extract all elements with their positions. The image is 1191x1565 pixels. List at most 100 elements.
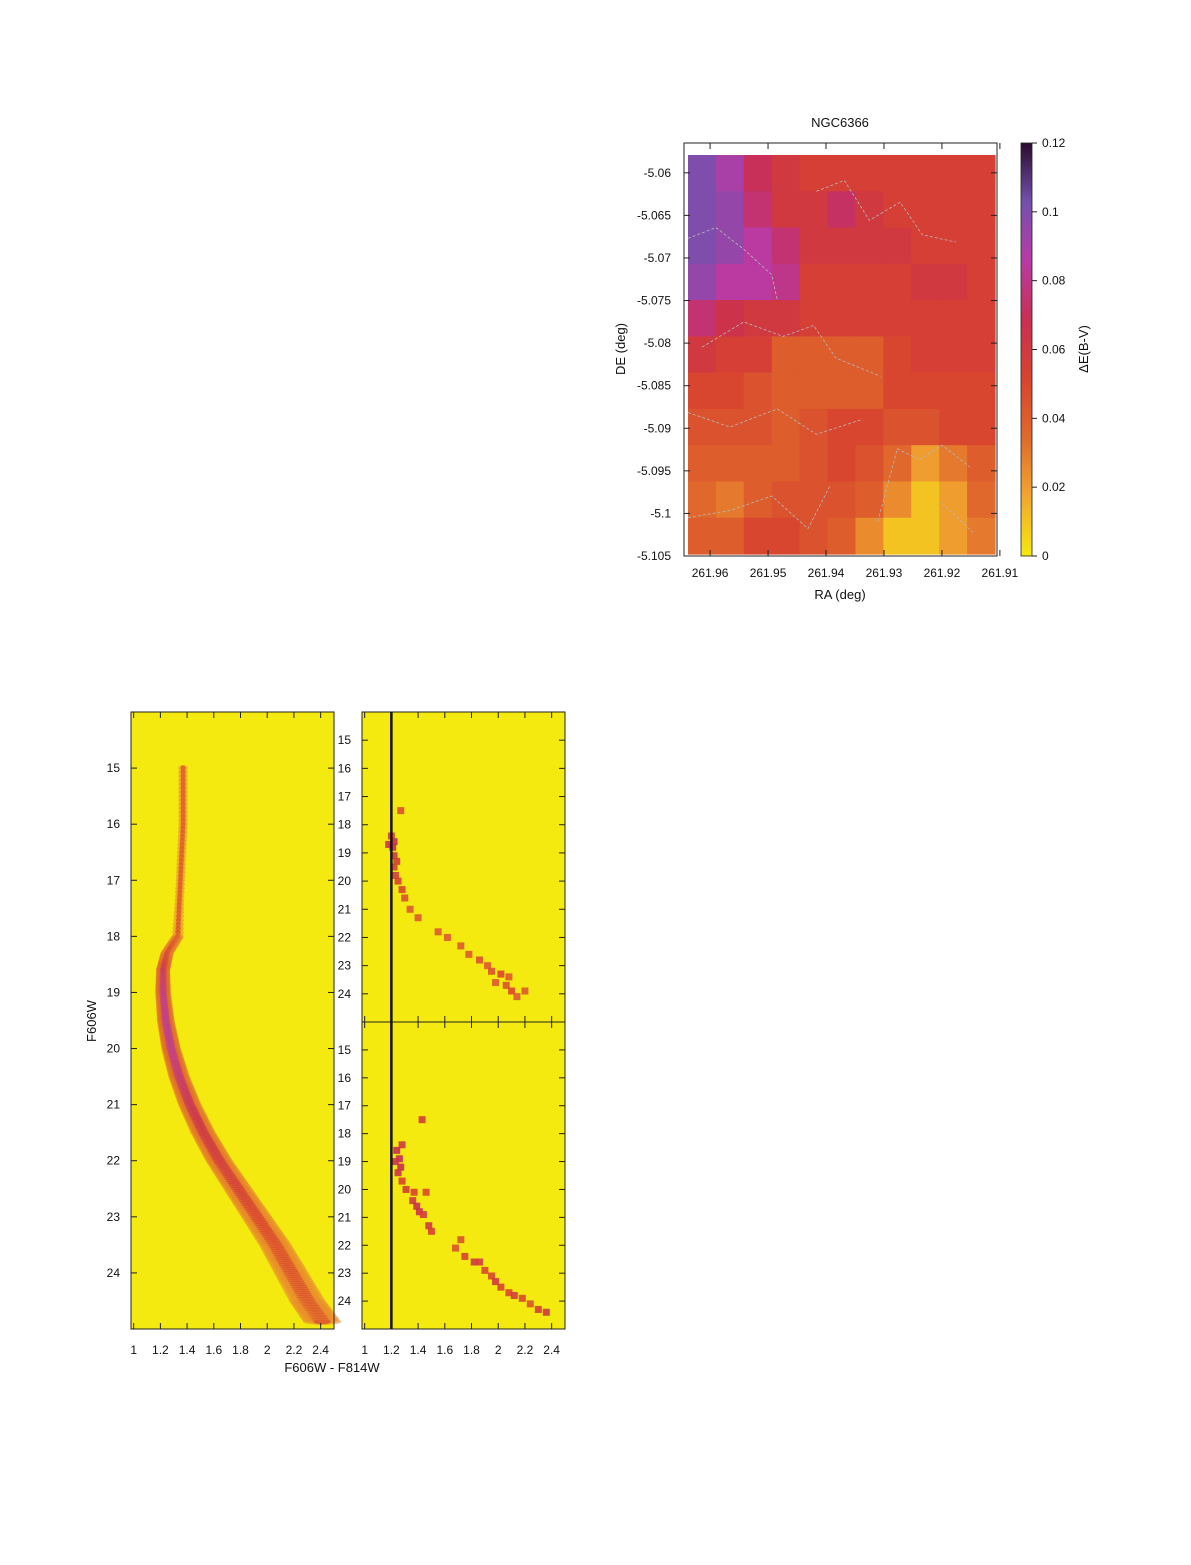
map-cell [883,517,912,555]
hess-point [398,1141,406,1149]
hess-y-label: F606W [84,999,99,1042]
map-cell [799,517,829,555]
hess-point [465,950,473,958]
map-cell [715,155,745,192]
map-x-tick-label: 261.92 [924,566,961,580]
map-cell [939,481,968,519]
map-y-tick-label: -5.085 [637,379,671,393]
map-cell [827,517,857,555]
hess-point [461,1252,469,1260]
map-cell [939,445,968,483]
map-contour-line [687,408,862,435]
map-cell [799,372,829,410]
map-cell [827,408,857,446]
colorbar: 0.12 0.1 0.08 0.06 0.04 0.02 0 ΔE(B-V) [1020,136,1091,563]
map-cell [911,408,940,446]
hess-point [395,1155,403,1163]
map-cell [827,445,857,483]
panel-x-tick-label: 1.4 [179,1343,196,1357]
map-cell [939,300,968,337]
map-cell [939,263,968,301]
hess-point [510,1292,518,1300]
hess-point [401,894,409,902]
panel-y-tick-label: 16 [107,817,121,831]
map-cell [688,300,717,337]
map-title: NGC6366 [811,115,869,130]
panel-frame [130,711,335,1330]
map-x-tick-label: 261.93 [866,566,903,580]
hess-point [393,857,401,865]
map-cell [855,372,884,410]
map-y-tick-label: -5.1 [650,506,671,520]
map-cell [771,191,801,229]
map-y-tick-label: -5.075 [637,294,671,308]
hess-point [508,987,516,995]
map-cell [688,227,717,265]
panel-x-tick-label: 2 [264,1343,271,1357]
panel-y-tick-label: 22 [107,1154,121,1168]
hess-point [427,1227,435,1235]
hess-point [418,1116,426,1124]
panel-y-tick-label: 21 [338,902,352,916]
hess-point [422,1188,430,1196]
map-cell [855,517,884,555]
hess-point [488,1272,496,1280]
map-cell [939,227,968,265]
hess-point [534,1305,542,1313]
panel-x-tick-label: 1.2 [152,1343,169,1357]
map-cell [715,481,745,519]
hess-point [492,979,500,987]
map-cell [883,227,912,265]
hess-point [409,1197,417,1205]
map-cell [855,445,884,483]
map-cell [827,191,857,229]
map-cell [883,300,912,337]
map-y-tick-label: -5.105 [637,549,671,563]
map-cell [855,155,884,192]
extinction-map: NGC6366 261.96 261.95 261.94 261.93 261.92 26… [613,115,1019,602]
map-cell [883,155,912,192]
panel-y-tick-label: 15 [338,733,352,747]
hess-point [457,942,465,950]
panel-x-tick-label: 1.4 [410,1343,427,1357]
hess-point [542,1308,550,1316]
hess-point [413,1202,421,1210]
map-cell [911,263,940,301]
map-cell [967,408,996,446]
map-cell [743,155,773,192]
hess-point [391,1158,399,1166]
map-cell [688,191,717,229]
panel-y-tick-label: 16 [338,761,352,775]
map-cell [939,191,968,229]
panel-y-tick-label: 19 [338,846,352,860]
map-x-label: RA (deg) [814,587,865,602]
hess-point [397,1163,405,1171]
map-contours [687,179,973,533]
hess-point [415,1208,423,1216]
panel-y-tick-label: 15 [338,1043,352,1057]
hess-point [389,843,397,851]
map-cell [771,300,801,337]
map-x-tick-label: 261.96 [692,566,729,580]
map-cell [827,300,857,337]
map-cell [939,336,968,374]
hess-point [476,956,484,964]
hess-point [385,840,393,848]
hess-point [425,1222,433,1230]
map-cell [688,517,717,555]
hess-point [505,1289,513,1297]
panel-x-tick-label: 2.2 [286,1343,303,1357]
map-cell [827,227,857,265]
hess-point [397,807,405,815]
colorbar-tick-label: 0.02 [1042,480,1066,494]
panel-y-tick-label: 20 [338,1182,352,1196]
map-cell [771,336,801,374]
panel-x-tick-label: 2.2 [517,1343,534,1357]
map-cell [911,191,940,229]
panel-x-tick-label: 1.8 [463,1343,480,1357]
map-y-tick-label: -5.095 [637,464,671,478]
hess-point [390,838,398,846]
map-cell [911,227,940,265]
panel-x-tick-label: 1.8 [232,1343,249,1357]
map-cell [799,155,829,192]
